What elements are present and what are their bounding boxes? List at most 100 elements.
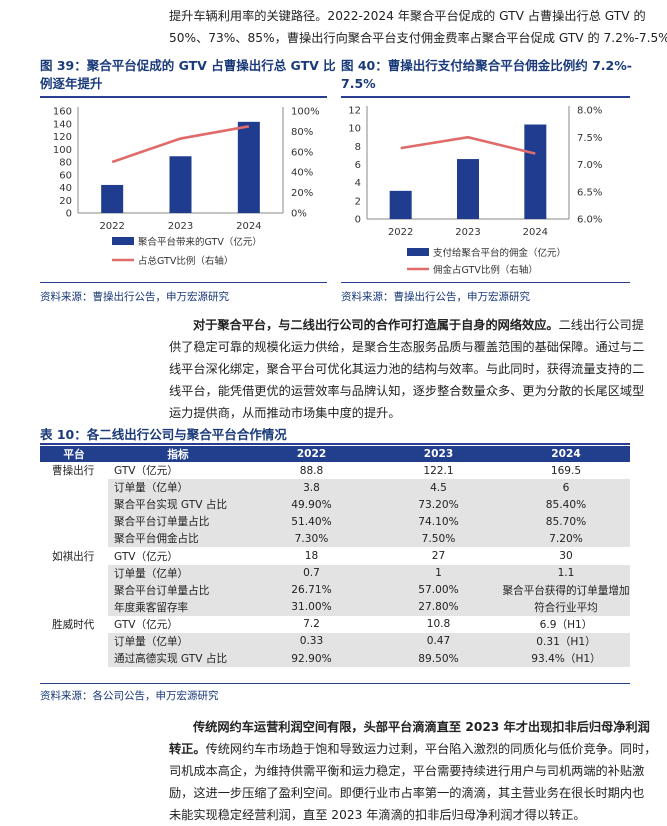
table-row: 聚合平台实现 GTV 占比 49.90% 73.20% 85.40% xyxy=(40,496,630,514)
line-series xyxy=(111,125,250,164)
left-tick-label: 6 xyxy=(355,160,361,171)
bar-2022 xyxy=(101,184,124,213)
x-tick-label: 2023 xyxy=(455,227,480,238)
cell-v2022: 0.7 xyxy=(248,564,375,582)
cell-company: 如祺出行 xyxy=(52,550,95,563)
cell-company xyxy=(40,599,108,616)
table-row: 聚合平台订单量占比 26.71% 57.00% 聚合平台获得的订单量增加 xyxy=(40,581,630,599)
bar-2024 xyxy=(237,121,260,213)
right-tick-label: 6.0% xyxy=(577,215,602,226)
cell-v2023: 10.8 xyxy=(426,618,451,631)
table-row: 通过高德实现 GTV 占比 92.90% 89.50% 93.4%（H1） xyxy=(40,650,630,668)
bot-line-3: 励，这进一步压缩了盈利空间。即便行业市占率第一的滴滴，其主营业务在很长时期内也 xyxy=(169,786,645,800)
legend-bar-swatch xyxy=(407,248,429,256)
header-metric: 指标 xyxy=(108,446,248,462)
fig39-title-line1: 图 39：聚合平台促成的 GTV 占曹操出行总 GTV 比 xyxy=(40,58,336,73)
cell-v2023: 7.50% xyxy=(375,530,502,548)
fig40-title-line1: 图 40：曹操出行支付给聚合平台佣金比例约 7.2%- xyxy=(341,58,632,73)
cell-v2022: 26.71% xyxy=(248,581,375,599)
intro-line-1: 提升车辆利用率的关键路径。2022-2024 年聚合平台促成的 GTV 占曹操出… xyxy=(169,9,646,23)
cell-metric: 聚合平台实现 GTV 占比 xyxy=(108,496,248,514)
header-2024: 2024 xyxy=(502,446,630,462)
fig40-title: 图 40：曹操出行支付给聚合平台佣金比例约 7.2%- 7.5% xyxy=(341,57,632,93)
fig39-top-rule xyxy=(40,96,327,98)
table10: 平台 指标 2022 2023 2024 曹操出行 GTV（亿元） 88.8 122.… xyxy=(40,446,630,668)
table-row: 年度乘客留存率 31.00% 27.80% 符合行业平均 xyxy=(40,598,630,616)
x-tick-label: 2024 xyxy=(523,227,548,238)
table10-title: 表 10：各二线出行公司与聚合平台合作情况 xyxy=(40,427,287,442)
network-effect-paragraph: 对于聚合平台，与二线出行公司的合作可打造属于自身的网络效应。二线出行公司提 供了… xyxy=(169,314,644,424)
right-tick-label: 7.5% xyxy=(577,133,602,144)
left-tick-label: 100 xyxy=(53,145,72,156)
x-tick-label: 2024 xyxy=(236,221,261,232)
cell-v2024: 85.40% xyxy=(502,496,630,514)
x-tick-label: 2022 xyxy=(99,221,124,232)
fig40-bottom-rule xyxy=(341,282,630,283)
cell-v2022: 51.40% xyxy=(248,513,375,531)
cell-v2024: 93.4%（H1） xyxy=(502,650,630,668)
fig40-source: 资料来源：曹操出行公告，申万宏源研究 xyxy=(341,291,530,303)
cell-v2024: 符合行业平均 xyxy=(502,598,630,616)
cell-metric: GTV（亿元） xyxy=(114,550,178,563)
cell-v2022: 49.90% xyxy=(248,496,375,514)
mid-line-5: 运力提供商，从而推动市场集中度的提升。 xyxy=(169,406,401,420)
left-tick-label: 120 xyxy=(53,132,72,143)
cell-v2023: 74.10% xyxy=(375,513,502,531)
table-row: 聚合平台订单量占比 51.40% 74.10% 85.70% xyxy=(40,513,630,531)
cell-metric: 年度乘客留存率 xyxy=(108,598,248,616)
cell-metric: GTV（亿元） xyxy=(114,618,178,631)
x-tick-label: 2022 xyxy=(388,227,413,238)
cell-v2023: 4.5 xyxy=(375,479,502,497)
table-row: 订单量（亿单） 3.8 4.5 6 xyxy=(40,479,630,497)
cell-v2022: 18 xyxy=(304,550,319,563)
cell-v2023: 89.50% xyxy=(375,650,502,668)
table-row: 订单量（亿单） 0.7 1 1.1 xyxy=(40,564,630,582)
cell-v2024: 聚合平台获得的订单量增加 xyxy=(502,581,630,599)
cell-metric: 聚合平台佣金占比 xyxy=(108,530,248,548)
left-tick-label: 20 xyxy=(59,196,72,207)
bot-line-4: 未能实现稳定经营利润，直至 2023 年滴滴的扣非后归母净利润才得以转正。 xyxy=(169,808,586,822)
right-tick-label: 0% xyxy=(291,209,307,220)
cell-v2022: 88.8 xyxy=(299,464,324,477)
left-tick-label: 12 xyxy=(348,106,361,117)
cell-v2022: 7.2 xyxy=(303,618,320,631)
legend-line-label: 佣金占GTV比例（右轴） xyxy=(433,264,538,276)
profit-paragraph: 传统网约车运营利润空间有限，头部平台滴滴直至 2023 年才出现扣非后归母净利润… xyxy=(169,716,657,826)
cell-v2023: 57.00% xyxy=(375,581,502,599)
cell-v2024: 7.20% xyxy=(502,530,630,548)
header-2023: 2023 xyxy=(375,446,502,462)
bot-line-1: 转正。传统网约车市场趋于饱和导致运力过剩，平台陷入激烈的同质化与低价竞争。同时， xyxy=(169,738,657,760)
right-tick-label: 20% xyxy=(291,188,313,199)
fig40-title-line2: 7.5% xyxy=(341,76,376,91)
mid-line-1: 对于聚合平台，与二线出行公司的合作可打造属于自身的网络效应。二线出行公司提 xyxy=(169,314,644,336)
table10-bottom-rule xyxy=(40,683,630,684)
bar-2023 xyxy=(169,156,192,213)
cell-v2024: 30 xyxy=(559,550,573,563)
bot-line-1-tail: 传统网约车市场趋于饱和导致运力过剩，平台陷入激烈的同质化与低价竞争。同时， xyxy=(205,742,657,756)
cell-v2023: 122.1 xyxy=(423,464,454,477)
right-tick-label: 6.5% xyxy=(577,187,602,198)
mid-lead: 对于聚合平台，与二线出行公司的合作可打造属于自身的网络效应。 xyxy=(193,318,559,332)
right-tick-label: 100% xyxy=(291,107,320,118)
bar-2022 xyxy=(389,190,412,219)
mid-line-1-tail: 二线出行公司提 xyxy=(558,318,644,332)
left-tick-label: 40 xyxy=(59,183,72,194)
table10-source: 资料来源：各公司公告，申万宏源研究 xyxy=(40,690,219,702)
cell-metric: GTV（亿元） xyxy=(114,465,178,478)
right-tick-label: 60% xyxy=(291,147,313,158)
bot-line-2: 司机成本高企，为维持供需平衡和运力稳定，平台需要持续进行用户与司机两端的补贴激 xyxy=(169,764,645,778)
left-tick-label: 8 xyxy=(355,142,361,153)
cell-metric: 订单量（亿单） xyxy=(108,564,248,582)
cell-v2022: 7.30% xyxy=(248,530,375,548)
cell-company: 曹操出行 xyxy=(52,465,95,478)
left-tick-label: 4 xyxy=(355,178,361,189)
intro-paragraph: 提升车辆利用率的关键路径。2022-2024 年聚合平台促成的 GTV 占曹操出… xyxy=(169,5,667,49)
table-row: 聚合平台佣金占比 7.30% 7.50% 7.20% xyxy=(40,530,630,548)
left-tick-label: 80 xyxy=(59,158,72,169)
intro-line-2: 50%、73%、85%，曹操出行向聚合平台支付佣金费率占聚合平台促成 GTV 的… xyxy=(169,31,667,45)
header-2022: 2022 xyxy=(248,446,375,462)
right-tick-label: 80% xyxy=(291,127,313,138)
legend-bar-label: 支付给聚合平台的佣金（亿元） xyxy=(433,247,566,259)
table-row: 曹操出行 GTV（亿元） 88.8 122.1 169.5 xyxy=(40,462,630,479)
legend-line-label: 占总GTV比例（右轴） xyxy=(138,255,233,267)
